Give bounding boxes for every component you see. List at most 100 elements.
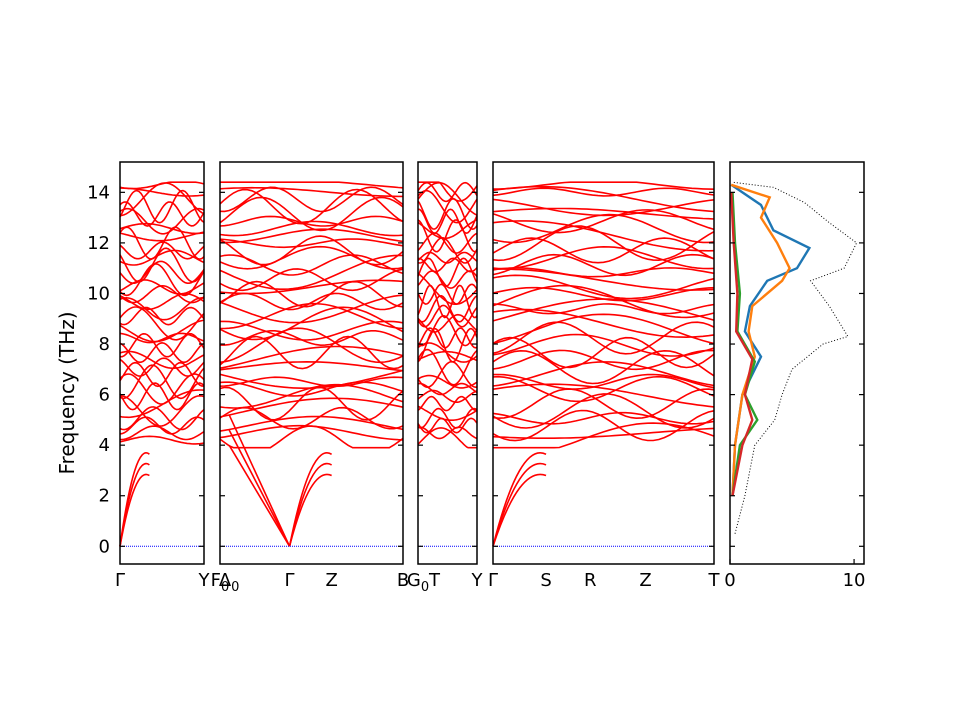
band-line: [417, 272, 478, 305]
band-line: [119, 247, 205, 283]
band-line: [119, 201, 205, 227]
band-line: [119, 435, 205, 445]
k-point-label: Z: [325, 570, 337, 591]
band-line: [417, 270, 478, 289]
band-panel-frame: [417, 161, 478, 565]
band-line: [219, 268, 404, 292]
band-line: [219, 406, 404, 430]
band-line: [119, 249, 205, 266]
band-line: [492, 245, 715, 270]
band-line: [492, 284, 715, 319]
band-line: [417, 294, 478, 323]
band-line: [417, 407, 478, 429]
y-tick-label: 8: [99, 334, 110, 355]
k-point-label: Z: [639, 570, 651, 591]
band-line: [220, 320, 404, 341]
k-point-label: Y: [198, 570, 211, 591]
dos-panel: 0 10: [724, 161, 866, 591]
band-line: [492, 373, 715, 390]
y-tick-label: 4: [99, 435, 110, 456]
band-line: [417, 304, 478, 328]
band-line: [417, 350, 478, 362]
band-line: [492, 336, 715, 369]
band-line: [119, 226, 205, 260]
band-line: [492, 303, 715, 315]
band-line: [219, 254, 404, 276]
acoustic-band-line: [228, 429, 291, 547]
band-line: [219, 335, 404, 370]
band-line: [492, 375, 715, 403]
band-line: [219, 292, 404, 311]
band-line: [219, 327, 404, 364]
k-point-label: T: [428, 570, 441, 591]
k-point-label: R: [584, 570, 597, 591]
acoustic-band-line: [492, 473, 547, 547]
band-line: [119, 357, 205, 377]
band-line: [417, 313, 478, 333]
band-panel-frame: [119, 161, 205, 565]
k-point-label: B: [397, 570, 409, 591]
k-point-label: S: [540, 570, 551, 591]
band-line: [119, 241, 205, 260]
band-line: [119, 181, 205, 190]
k-point-label: T: [708, 570, 721, 591]
band-line: [493, 422, 715, 449]
band-line: [219, 345, 404, 369]
band-line: [492, 393, 715, 429]
band-panel-frame: [492, 161, 715, 565]
band-line: [219, 238, 404, 249]
dos-series-line: [732, 181, 858, 534]
band-line: [417, 208, 478, 235]
k-point-label: Γ: [285, 570, 295, 591]
band-line: [492, 349, 715, 371]
band-line: [492, 268, 715, 291]
band-line: [119, 189, 205, 224]
band-line: [119, 296, 205, 321]
band-line: [492, 409, 715, 442]
band-line: [492, 286, 715, 302]
band-line: [119, 306, 205, 341]
dos-x-tick-label: 0: [724, 570, 735, 591]
band-line: [492, 308, 715, 339]
band-line: [119, 364, 205, 400]
band-line: [220, 181, 404, 189]
band-line: [492, 181, 715, 190]
band-panel-3: G0 T Y: [407, 161, 484, 595]
band-line: [119, 306, 205, 326]
band-line: [219, 415, 404, 432]
band-line: [417, 426, 478, 440]
band-line: [417, 374, 478, 389]
acoustic-band-line: [228, 414, 291, 547]
band-line: [417, 251, 478, 264]
band-line: [219, 215, 404, 227]
band-line: [417, 314, 478, 347]
band-line: [219, 386, 404, 421]
band-line: [119, 394, 205, 427]
band-line: [417, 348, 478, 386]
band-line: [119, 293, 205, 310]
band-line: [219, 188, 404, 225]
band-line: [492, 349, 715, 385]
band-line: [492, 253, 715, 277]
band-line: [417, 395, 478, 412]
k-point-label: Y: [471, 570, 484, 591]
band-line: [417, 197, 478, 231]
y-tick-label: 2: [99, 486, 110, 507]
band-line: [219, 228, 404, 244]
band-line: [417, 219, 478, 253]
y-tick-label: 0: [99, 536, 110, 557]
acoustic-band-line: [492, 462, 547, 547]
band-line: [417, 182, 478, 216]
band-line: [417, 360, 478, 389]
band-line: [219, 186, 404, 213]
band-line: [492, 411, 715, 425]
band-line: [219, 360, 404, 372]
band-line: [492, 267, 715, 278]
band-line: [492, 198, 715, 217]
band-line: [492, 225, 715, 262]
band-line: [119, 319, 205, 343]
band-line: [492, 274, 715, 300]
band-line: [492, 333, 715, 357]
